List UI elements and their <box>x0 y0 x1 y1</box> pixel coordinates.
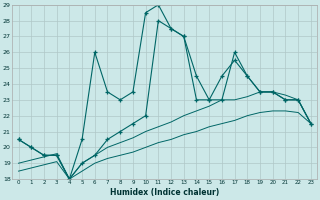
X-axis label: Humidex (Indice chaleur): Humidex (Indice chaleur) <box>110 188 219 197</box>
